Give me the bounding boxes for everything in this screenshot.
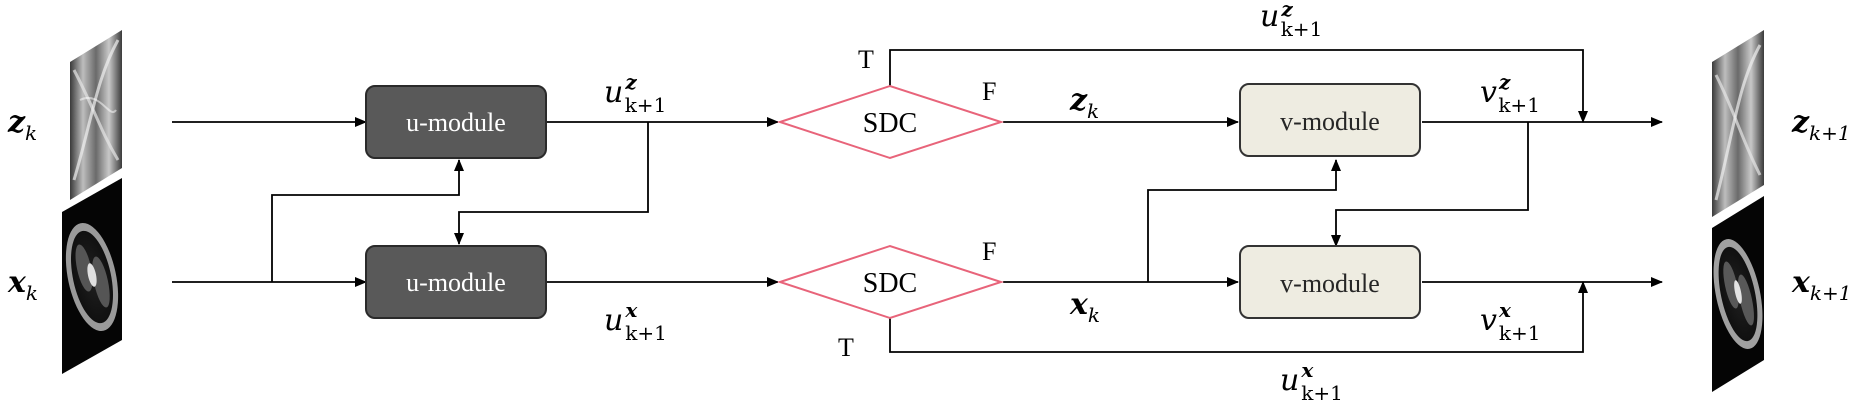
output-sinogram-image [1712,30,1764,217]
sdc-decision-bottom: SDC [776,244,1005,320]
u-x-k1-bypass-label: u x k+1 [1280,358,1343,405]
z-k-input-label: zk [7,105,37,145]
input-sinogram-image [70,30,122,200]
output-ct-image [1712,196,1764,392]
connector-lines [172,49,1663,353]
u-module-top: u-module [365,85,547,159]
u-x-k1-label: u x k+1 [604,298,667,345]
sdc-decision-top: SDC [776,84,1005,160]
u-module-bottom-label: u-module [406,268,506,297]
u-z-k1-bypass-label: u z k+1 [1260,0,1322,41]
z-k-mid-label: zk [1069,83,1099,123]
false-label-bottom: F [982,237,996,266]
v-x-k1-label: v x k+1 [1480,298,1541,345]
u-z-k1-label: u z k+1 [604,70,666,117]
x-k1-output-label: xk+1 [1791,265,1852,305]
v-module-bottom-label: v-module [1280,269,1380,298]
true-label-bottom: T [838,333,854,362]
v-module-top: v-module [1239,83,1421,157]
u-module-bottom: u-module [365,245,547,319]
u-module-top-label: u-module [406,108,506,137]
z-k1-output-label: zk+1 [1791,105,1851,145]
v-module-top-label: v-module [1280,107,1380,136]
v-module-bottom: v-module [1239,245,1421,319]
input-ct-image [62,178,122,374]
sdc-top-label: SDC [863,108,917,139]
sdc-bottom-label: SDC [863,268,917,299]
v-z-k1-label: v z k+1 [1480,70,1540,117]
x-k-input-label: xk [7,265,38,305]
x-k-mid-label: xk [1069,287,1100,327]
false-label-top: F [982,77,996,106]
true-label-top: T [858,45,874,74]
